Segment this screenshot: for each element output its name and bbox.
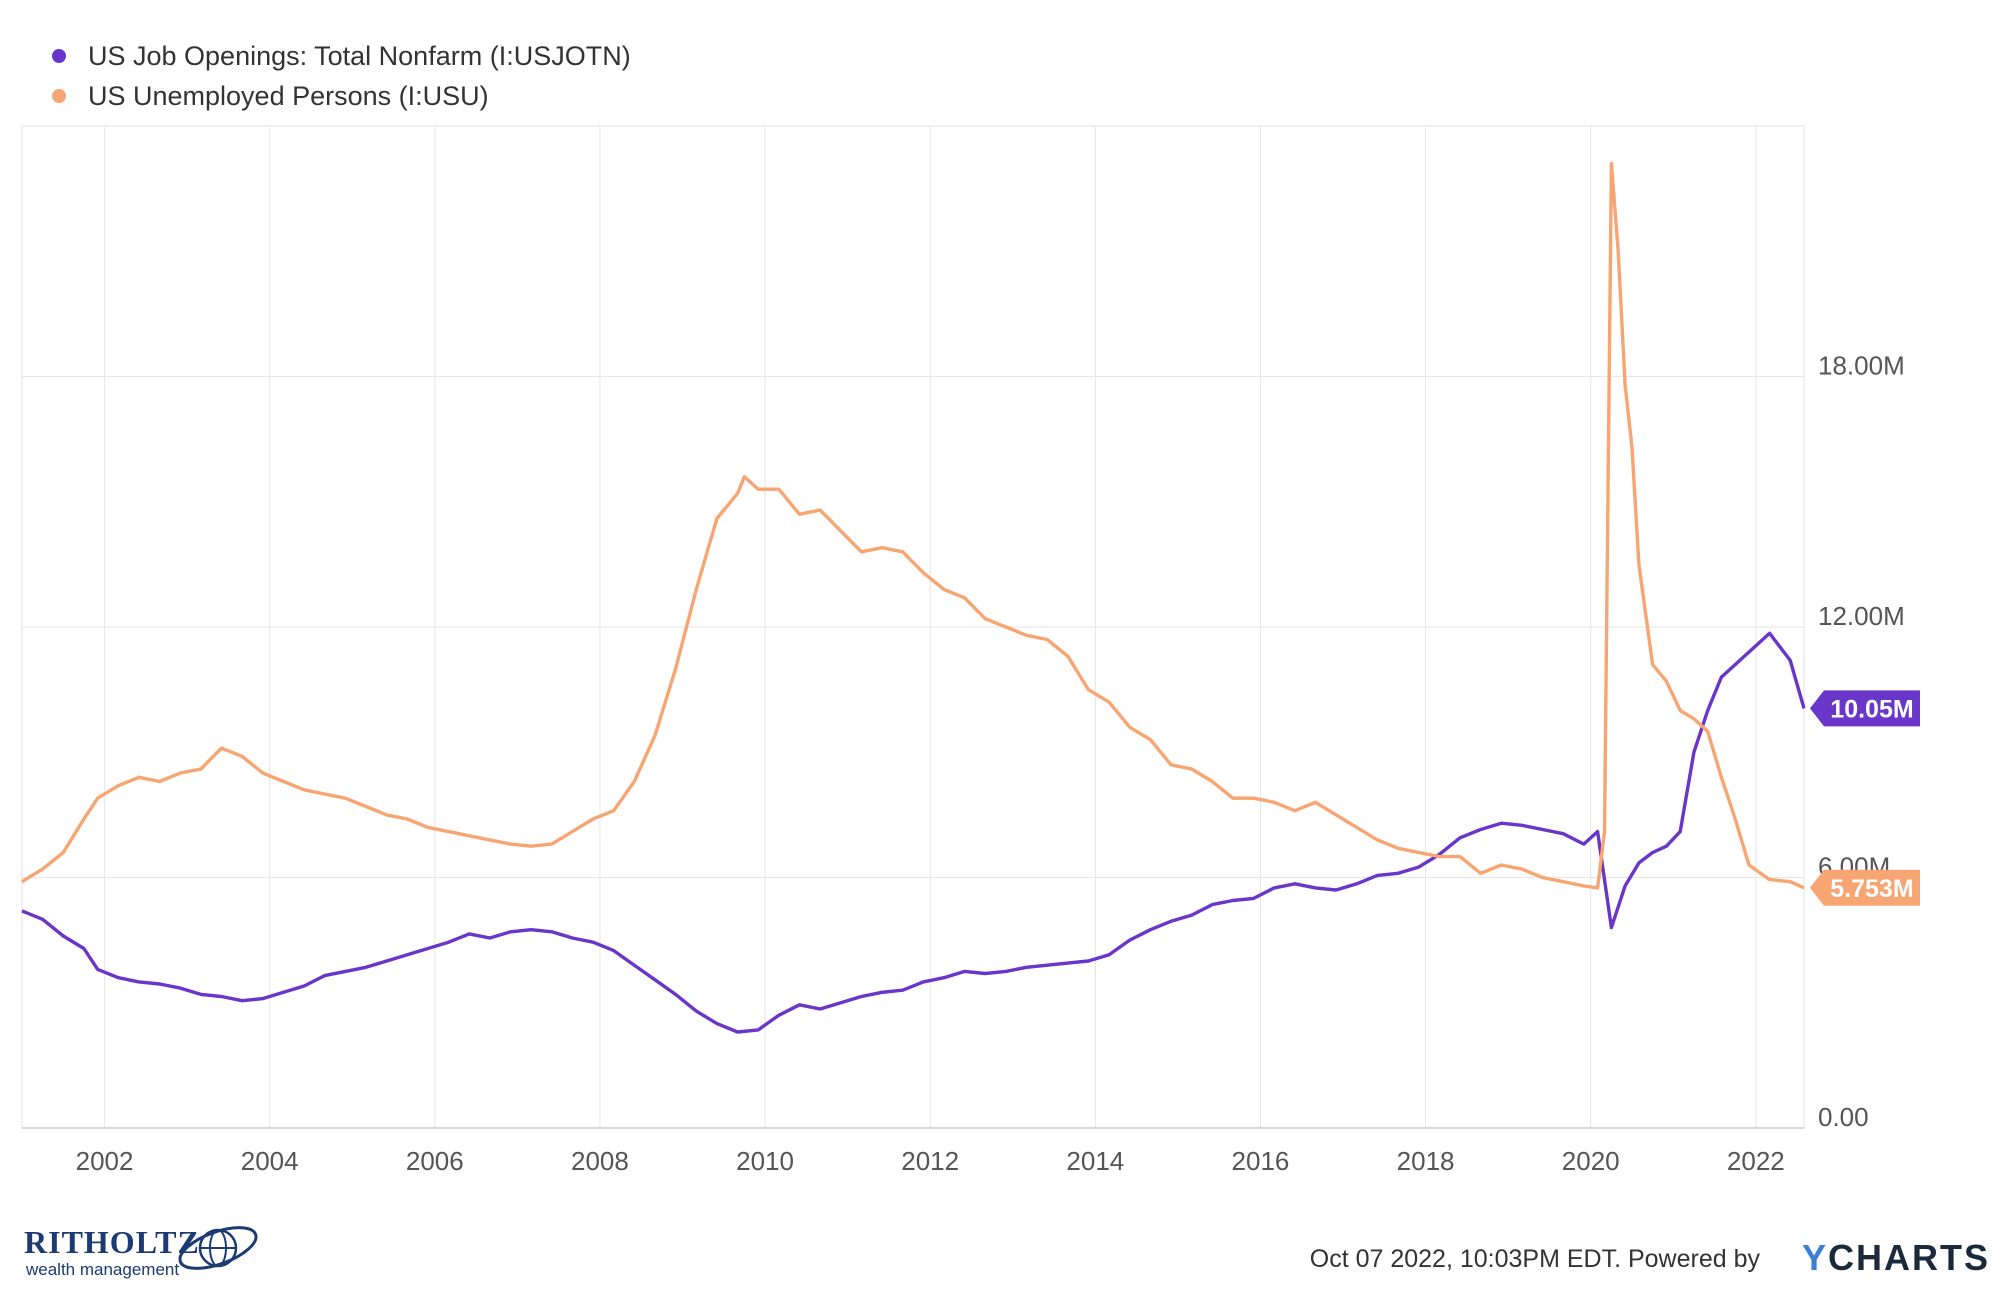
brand-rest: CHARTS xyxy=(1828,1237,1991,1278)
x-tick-label: 2018 xyxy=(1397,1146,1455,1176)
legend-label: US Unemployed Persons (I:USU) xyxy=(88,80,489,111)
legend-marker-icon xyxy=(52,49,66,63)
y-tick-label: 18.00M xyxy=(1818,351,1905,381)
grid-layer xyxy=(21,125,1805,1129)
x-tick-label: 2006 xyxy=(406,1146,464,1176)
x-tick-label: 2014 xyxy=(1066,1146,1124,1176)
x-tick-label: 2022 xyxy=(1727,1146,1785,1176)
logo-subtitle: wealth management xyxy=(26,1260,180,1279)
y-tick-label: 12.00M xyxy=(1818,601,1905,631)
x-tick-label: 2016 xyxy=(1232,1146,1290,1176)
legend-marker-icon xyxy=(52,89,66,103)
x-tick-label: 2010 xyxy=(736,1146,794,1176)
brand-y: Y xyxy=(1802,1237,1829,1278)
x-tick-label: 2004 xyxy=(241,1146,299,1176)
end-label-layer: 10.05M 5.753M xyxy=(1810,690,1920,906)
series-layer xyxy=(21,161,1806,1034)
tick-layer: 2002 2004 2006 2008 2010 2012 2014 2016 2018 2020… xyxy=(76,351,1905,1177)
end-value-label: 5.753M xyxy=(1830,875,1913,903)
x-tick-label: 2020 xyxy=(1562,1146,1620,1176)
legend-label: US Job Openings: Total Nonfarm (I:USJOTN… xyxy=(88,40,631,71)
globe-icon xyxy=(178,1226,258,1270)
end-value-tag xyxy=(1810,869,1920,906)
legend-item-job-openings[interactable]: US Job Openings: Total Nonfarm (I:USJOTN… xyxy=(52,36,631,76)
end-value-label: 10.05M xyxy=(1830,695,1913,723)
x-tick-label: 2008 xyxy=(571,1146,629,1176)
x-tick-label: 2012 xyxy=(901,1146,959,1176)
footer-timestamp: Oct 07 2022, 10:03PM EDT. Powered by xyxy=(1309,1245,1760,1273)
end-value-tag xyxy=(1810,690,1920,727)
legend-item-unemployed[interactable]: US Unemployed Persons (I:USU) xyxy=(52,76,631,116)
y-tick-label: 0.00 xyxy=(1818,1102,1869,1132)
legend: US Job Openings: Total Nonfarm (I:USJOTN… xyxy=(52,36,631,116)
x-tick-label: 2002 xyxy=(76,1146,134,1176)
ycharts-brand[interactable]: YCHARTS xyxy=(1802,1237,1990,1279)
series-line-unemployed xyxy=(21,161,1805,890)
logo-name: RITHOLTZ xyxy=(24,1224,200,1260)
series-line-job-openings xyxy=(21,631,1806,1034)
ritholtz-logo: RITHOLTZ wealth management xyxy=(24,1224,264,1280)
